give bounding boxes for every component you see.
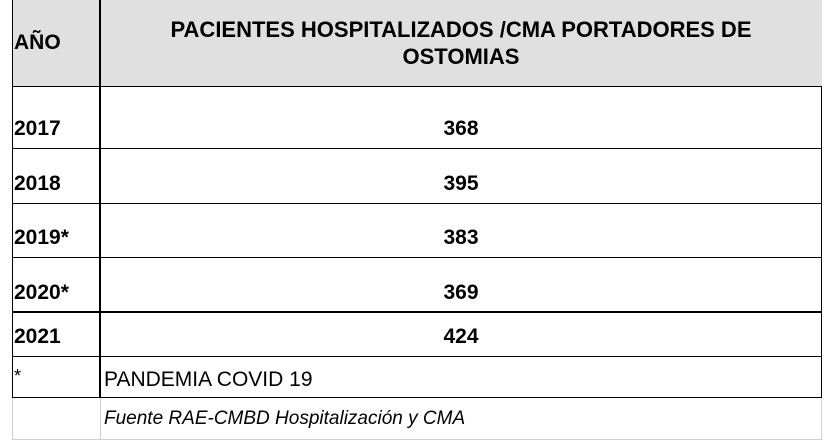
row-divider bbox=[12, 356, 822, 357]
row-2021-year: 2021 bbox=[14, 325, 61, 348]
source-bottom-border bbox=[12, 439, 822, 440]
left-border bbox=[12, 0, 13, 398]
row-2019-year: 2019* bbox=[14, 226, 69, 249]
row-2018-year: 2018 bbox=[14, 172, 61, 195]
row-2017-value: 368 bbox=[443, 117, 479, 140]
row-2017-year: 2017 bbox=[14, 117, 61, 140]
row-2020-year: 2020* bbox=[14, 281, 69, 304]
column-divider bbox=[99, 0, 101, 398]
row-divider bbox=[12, 203, 822, 204]
row-divider bbox=[12, 148, 822, 149]
header-year: AÑO bbox=[14, 31, 61, 54]
row-divider bbox=[12, 311, 822, 313]
source-divider bbox=[100, 398, 101, 440]
header-bottom-border bbox=[12, 86, 822, 87]
table-bottom-border bbox=[12, 397, 822, 398]
row-2018-value: 395 bbox=[443, 172, 479, 195]
row-divider bbox=[12, 257, 822, 258]
right-border bbox=[821, 86, 822, 398]
header-title: PACIENTES HOSPITALIZADOS /CMA PORTADORES… bbox=[170, 17, 752, 69]
footnote-text: PANDEMIA COVID 19 bbox=[104, 368, 313, 391]
footnote-mark: * bbox=[14, 366, 22, 386]
source-note: Fuente RAE-CMBD Hospitalización y CMA bbox=[104, 408, 466, 429]
row-2021-value: 424 bbox=[443, 325, 479, 348]
row-2019-value: 383 bbox=[443, 226, 479, 249]
source-right-border bbox=[821, 398, 822, 440]
row-2020-value: 369 bbox=[443, 281, 479, 304]
source-left-border bbox=[12, 398, 13, 440]
table-header-background bbox=[12, 0, 822, 86]
